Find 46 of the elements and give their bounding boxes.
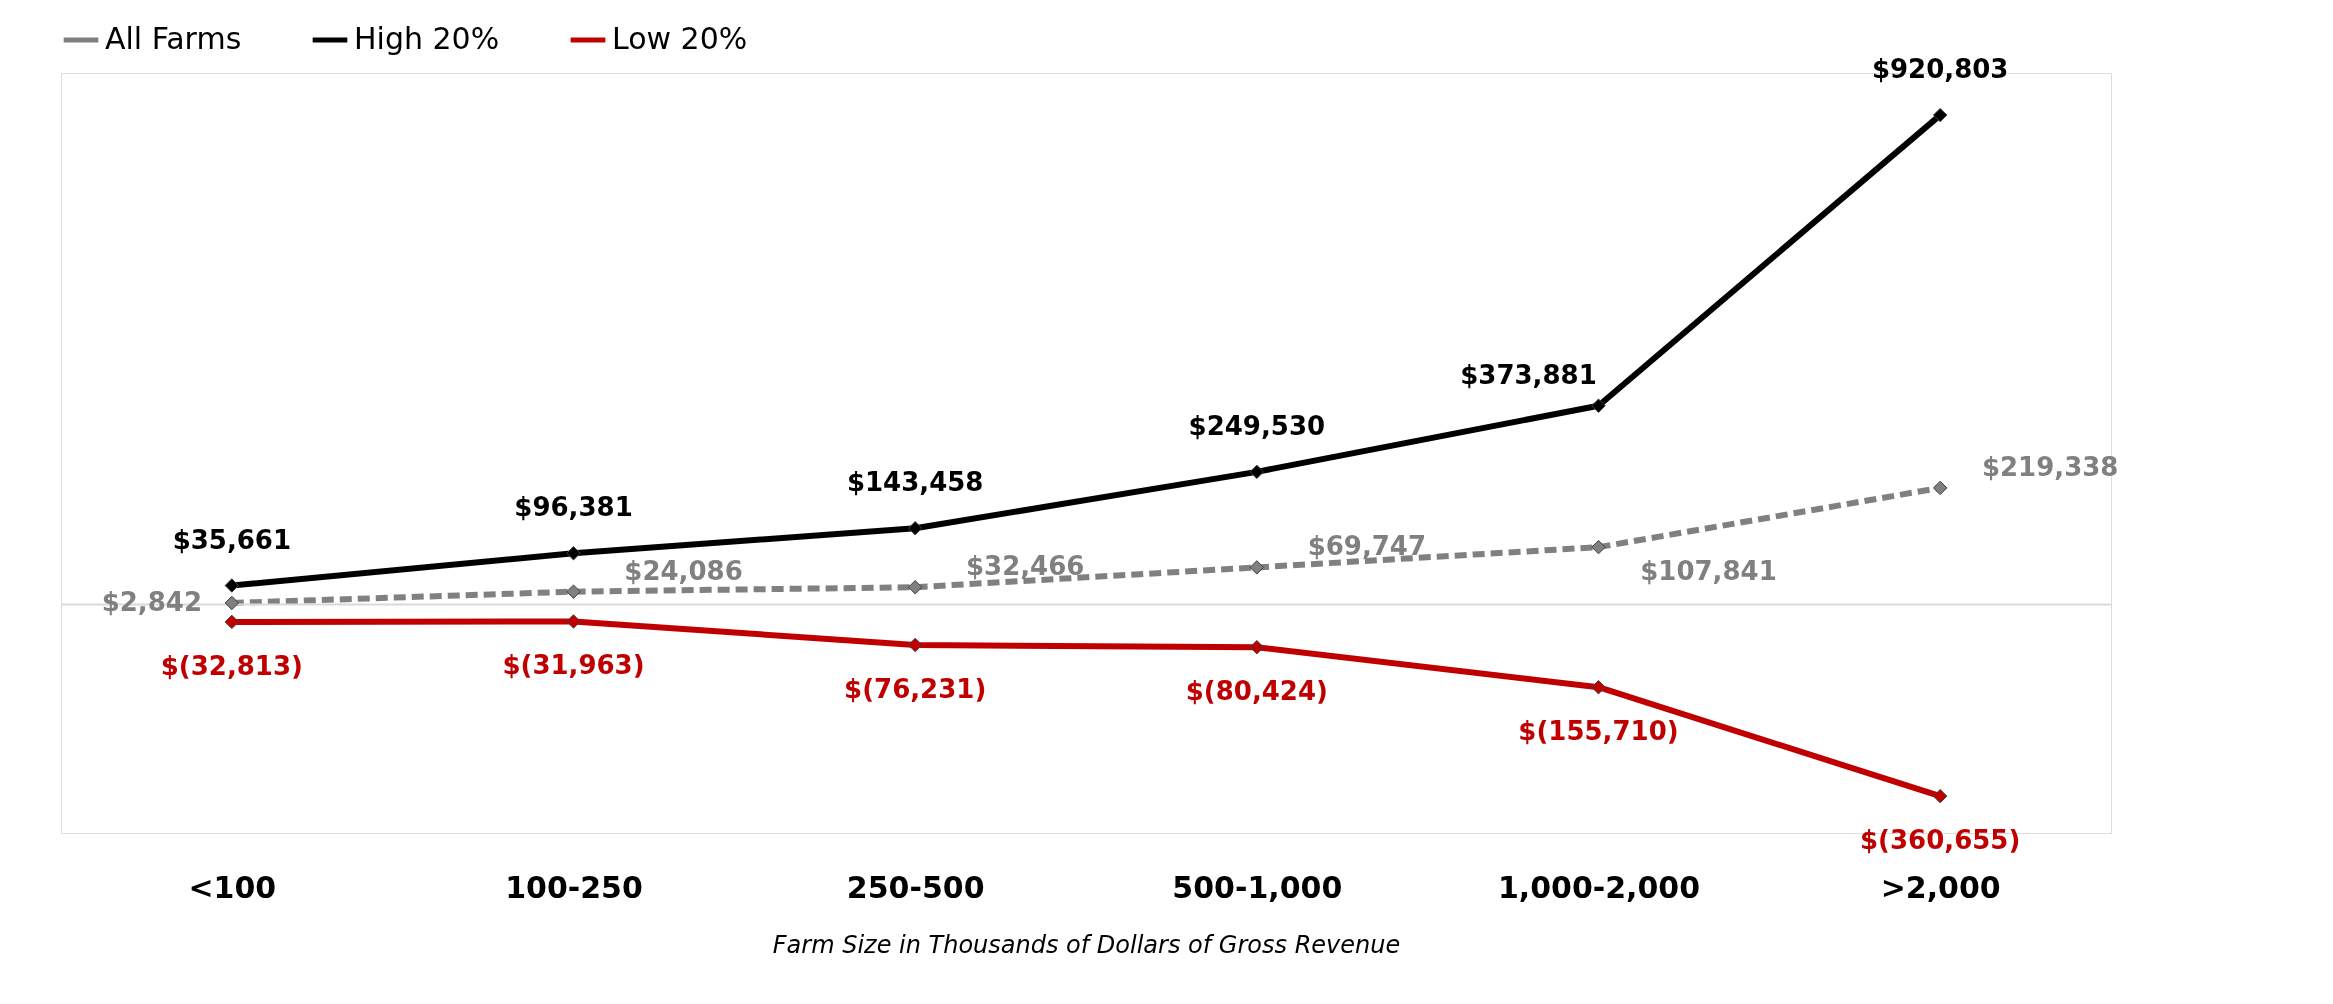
point [566,584,581,599]
data-label: $219,338 [1981,451,2119,482]
x-tick-label: 250-500 [846,869,985,905]
point [224,595,240,611]
point [566,614,581,629]
point [1249,560,1265,575]
data-label: $249,530 [1188,410,1326,441]
data-label: $(31,963) [502,650,645,681]
x-tick-label: >2,000 [1880,869,2001,905]
point [1591,680,1606,695]
data-label: $24,086 [624,555,743,586]
point [1932,788,1948,804]
x-tick-label: <100 [188,869,277,905]
point [907,580,923,595]
point [224,578,240,593]
data-label: $35,661 [172,524,292,555]
data-label: $69,747 [1307,531,1427,562]
legend-label: High 20% [354,21,500,56]
data-label: $(32,813) [160,650,303,681]
data-label: $(80,424) [1185,676,1328,707]
point [1932,107,1948,123]
data-label: $143,458 [846,467,984,498]
data-label: $(76,231) [844,673,987,704]
data-label: $(360,655) [1860,825,2021,856]
point [1932,480,1948,496]
data-label: $373,881 [1460,359,1597,390]
x-tick-label: 500-1,000 [1172,869,1343,905]
x-tick-label: 1,000-2,000 [1497,869,1701,905]
point [566,546,581,561]
x-tick-label: 100-250 [505,869,643,905]
point [224,614,240,630]
point [1249,464,1265,480]
point [1249,640,1265,655]
data-label: $(155,710) [1518,716,1679,747]
data-label: $920,803 [1871,54,2009,85]
data-label: $96,381 [514,492,633,523]
point [1591,398,1606,413]
point [907,637,923,653]
legend-label: Low 20% [612,21,748,56]
data-label: $107,841 [1640,556,1777,587]
point [1591,539,1606,555]
legend-label: All Farms [105,21,242,56]
data-label: $32,466 [965,551,1085,582]
x-axis-title: Farm Size in Thousands of Dollars of Gross Revenue [772,930,1401,959]
data-label: $2,842 [101,586,203,617]
point [907,521,923,536]
